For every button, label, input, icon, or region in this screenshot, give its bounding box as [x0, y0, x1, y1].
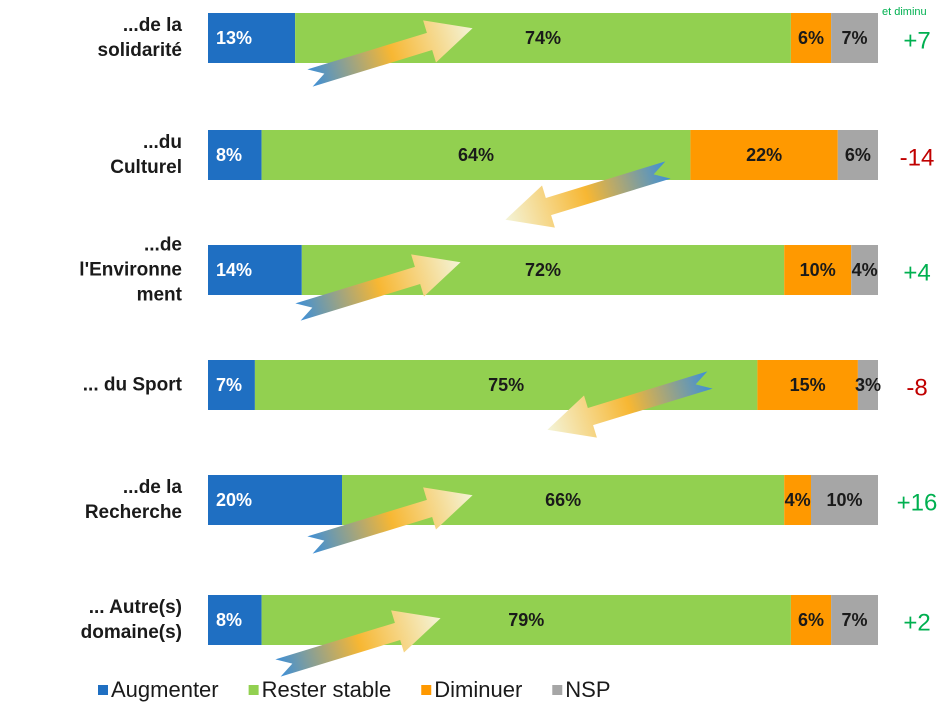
trend-annotation: +4 — [903, 259, 930, 286]
value-label: 3% — [855, 375, 881, 395]
legend-label: NSP — [565, 677, 610, 702]
bar-segment — [811, 475, 878, 525]
value-label: 10% — [800, 260, 836, 280]
bar-segment — [208, 475, 342, 525]
trend-annotation: +7 — [903, 27, 930, 54]
bar-segment — [851, 245, 878, 295]
category-label: ... du Sport — [82, 374, 182, 396]
value-label: 72% — [525, 260, 561, 280]
value-label: 75% — [488, 375, 524, 395]
bar-segment — [261, 130, 691, 180]
category-label: ...de l'Environne ment — [79, 234, 182, 306]
value-label: 64% — [458, 145, 494, 165]
bar-segment — [857, 360, 878, 410]
bar-segment — [837, 130, 878, 180]
value-label: 4% — [785, 490, 811, 510]
bar-segment — [784, 245, 852, 295]
trend-arrow — [295, 254, 461, 321]
value-label: 14% — [216, 260, 252, 280]
bar-segment — [208, 245, 302, 295]
legend-label: Rester stable — [262, 677, 392, 702]
bar-segment — [790, 595, 832, 645]
value-label: 20% — [216, 490, 252, 510]
legend-swatch — [421, 685, 432, 695]
value-label: 79% — [508, 610, 544, 630]
value-label: 7% — [842, 28, 868, 48]
bar-segment — [784, 475, 811, 525]
value-label: 6% — [798, 28, 824, 48]
value-label: 22% — [746, 145, 782, 165]
value-label: 4% — [852, 260, 878, 280]
legend-label: Augmenter — [111, 677, 219, 702]
bar-segment — [831, 13, 878, 63]
value-label: 66% — [545, 490, 581, 510]
bar-segment — [208, 13, 296, 63]
value-label: 15% — [790, 375, 826, 395]
value-label: 7% — [216, 375, 242, 395]
trend-arrow — [307, 20, 473, 87]
bar-segment — [831, 595, 878, 645]
trend-annotation: -8 — [906, 374, 927, 401]
note: et diminu — [882, 6, 927, 18]
value-label: 6% — [845, 145, 871, 165]
category-label: ...du Culturel — [110, 132, 182, 178]
legend-swatch — [248, 685, 259, 695]
value-label: 10% — [826, 490, 862, 510]
category-label: ... Autre(s) domaine(s) — [80, 597, 182, 643]
trend-arrow — [505, 161, 671, 228]
trend-annotation: -14 — [900, 144, 935, 171]
trend-annotation: +16 — [897, 489, 938, 516]
value-label: 8% — [216, 145, 242, 165]
value-label: 8% — [216, 610, 242, 630]
category-label: ...de la solidarité — [97, 15, 182, 61]
bar-segment — [690, 130, 838, 180]
trend-arrow — [275, 610, 441, 677]
bar-segment — [790, 13, 832, 63]
bar-segment — [208, 595, 262, 645]
value-label: 13% — [216, 28, 252, 48]
legend-label: Diminuer — [434, 677, 522, 702]
legend-swatch — [98, 685, 108, 695]
trend-annotation: +2 — [903, 609, 930, 636]
trend-arrow — [547, 371, 713, 438]
legend-swatch — [552, 685, 563, 695]
value-label: 74% — [525, 28, 561, 48]
trend-arrow — [307, 487, 473, 554]
bar-segment — [208, 360, 255, 410]
category-label: ...de la Recherche — [84, 477, 182, 523]
value-label: 6% — [798, 610, 824, 630]
bar-segment — [757, 360, 858, 410]
bar-segment — [208, 130, 262, 180]
arrows — [275, 20, 713, 677]
value-label: 7% — [842, 610, 868, 630]
